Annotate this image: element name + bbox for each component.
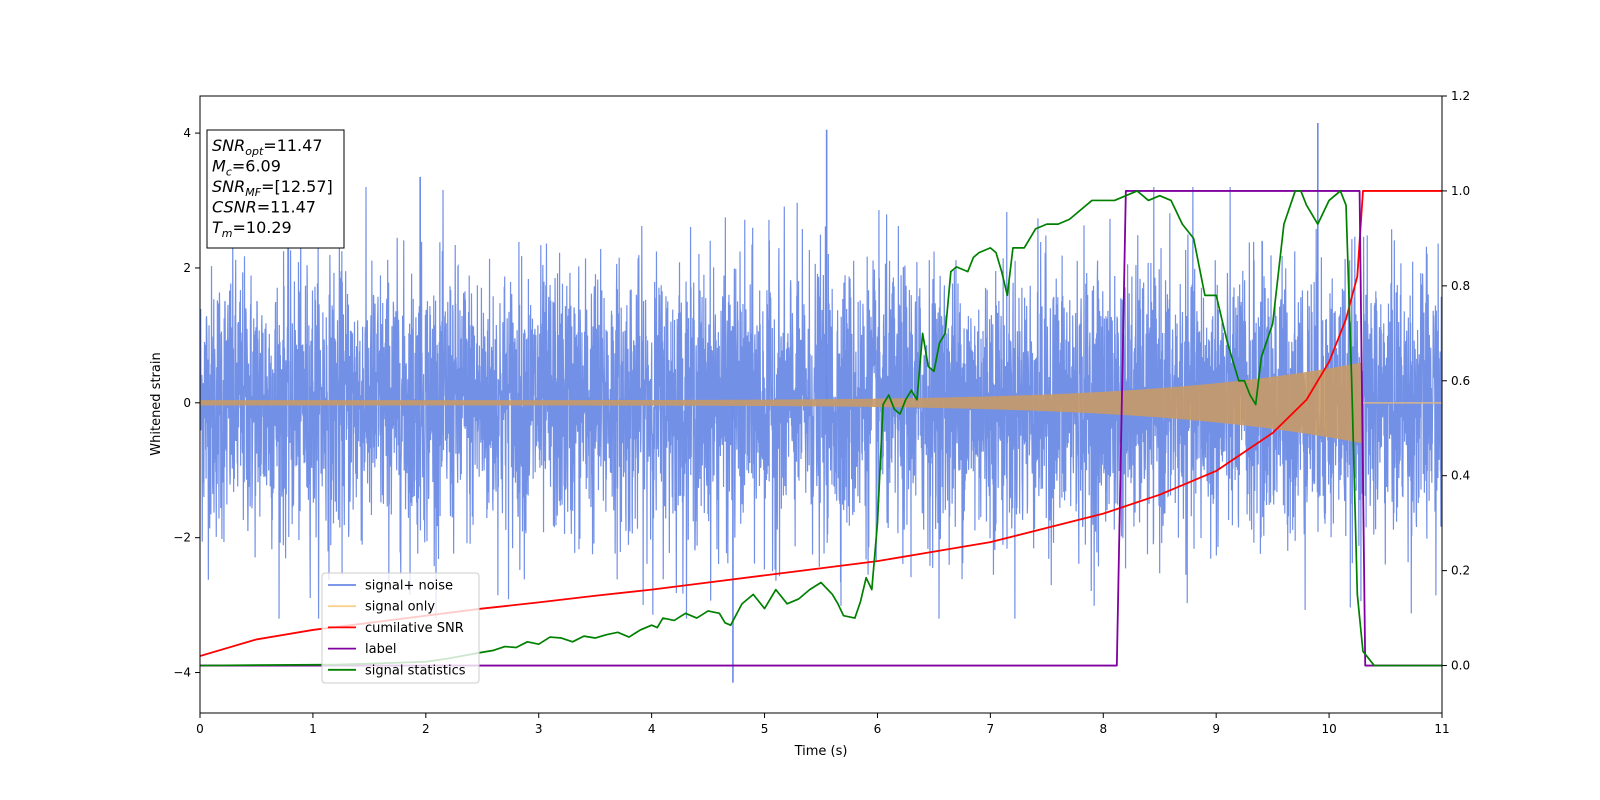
y-right-tick-label: 0.6 [1451,374,1470,388]
annotation-frame [206,129,345,249]
x-tick-label: 2 [422,722,430,736]
legend-frame [321,572,480,684]
legend-label-0: signal+ noise [365,579,453,594]
y-axis-label-left: Whitened strain [149,352,164,455]
x-tick-label: 0 [196,722,204,736]
legend: signal+ noise signal only cumilative SNR la… [321,572,480,684]
legend-label-2: cumilative SNR [365,621,464,636]
y-left-tick-label: −4 [173,666,191,680]
x-tick-label: 5 [761,722,769,736]
x-tick-label: 3 [535,722,543,736]
y-right-tick-label: 1.0 [1451,184,1470,198]
plot-frame [199,95,1443,714]
x-tick-label: 8 [1099,722,1107,736]
x-tick-label: 10 [1321,722,1336,736]
y-left-tick-label: 4 [183,126,191,140]
annotation-line-3: CSNR=11.47 [212,198,316,217]
annotation-box: SNRopt=11.47Mc=6.09SNRMF=[12.57]CSNR=11.… [206,129,345,249]
annotation-line-4: Tm=10.29 [212,218,292,240]
annotation-line-1: Mc=6.09 [212,157,281,179]
x-tick-label: 7 [987,722,995,736]
x-axis-label: Time (s) [794,744,848,759]
legend-label-4: signal statistics [365,663,466,678]
y-left-tick-label: 2 [183,261,191,275]
annotation-line-2: SNRMF=[12.57] [212,177,333,199]
y-right-tick-label: 0.8 [1451,279,1470,293]
x-tick-label: 11 [1434,722,1449,736]
series-signal-only [200,362,1362,444]
legend-label-1: signal only [365,600,435,615]
y-right-tick-label: 0.4 [1451,469,1470,483]
y-right-tick-label: 0.0 [1451,659,1470,673]
y-left-tick-label: 0 [183,396,191,410]
y-right-tick-label: 0.2 [1451,564,1470,578]
y-right-tick-label: 1.2 [1451,89,1470,103]
axes: 0 1 2 3 4 5 6 7 8 9 10 11 −4 −2 0 2 4 0.0 0.2 0.4 0.6 0.8 1.0 1… [173,89,1470,736]
series-signal-statistics [200,190,1442,667]
x-tick-label: 4 [648,722,656,736]
plot-area [200,122,1442,683]
x-tick-label: 6 [874,722,882,736]
legend-label-3: label [365,642,396,657]
x-tick-label: 9 [1212,722,1220,736]
annotation-line-0: SNRopt=11.47 [212,136,323,158]
x-tick-label: 1 [309,722,317,736]
y-left-tick-label: −2 [173,531,191,545]
